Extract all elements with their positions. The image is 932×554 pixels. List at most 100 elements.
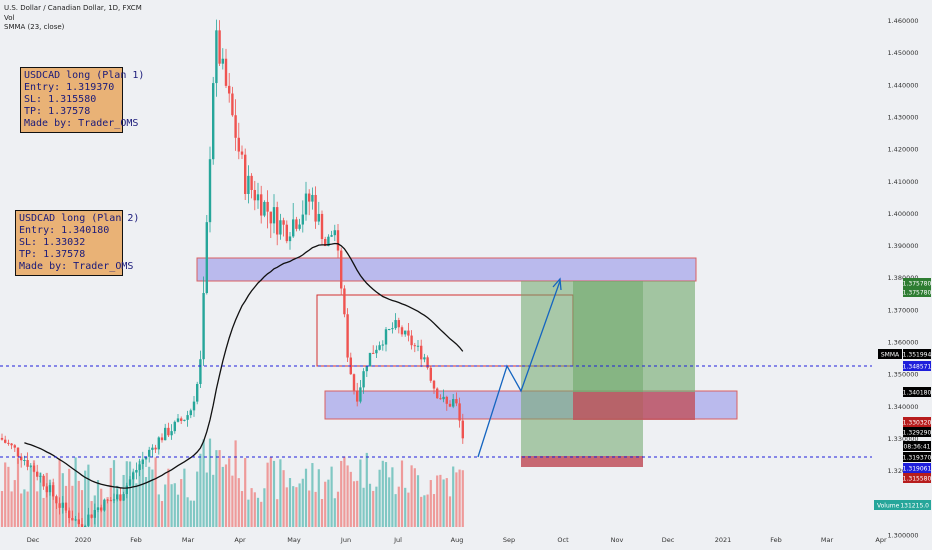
volume-bar xyxy=(106,497,109,527)
volume-bar xyxy=(378,469,381,527)
volume-tag-label: Volume xyxy=(877,503,900,510)
volume-bar xyxy=(263,488,266,527)
volume-bar xyxy=(231,475,234,527)
candle-body xyxy=(272,207,276,224)
price-tag: 1.375780 xyxy=(903,287,932,297)
candle-body xyxy=(359,387,362,402)
volume-bar xyxy=(336,491,340,527)
volume-bar xyxy=(240,491,244,527)
volume-bar xyxy=(455,472,458,527)
plan2-note[interactable]: USDCAD long (Plan 2) Entry: 1.340180 SL:… xyxy=(15,210,139,276)
candle-body xyxy=(244,154,247,194)
volume-bar xyxy=(359,459,362,527)
volume-bar xyxy=(381,460,384,527)
volume-bar xyxy=(400,460,404,527)
price-tick-label: 1.350000 xyxy=(887,371,918,379)
candle-body xyxy=(29,465,32,467)
time-label: Dec xyxy=(27,536,40,544)
time-label: Feb xyxy=(130,536,142,544)
candle-body xyxy=(221,58,224,64)
volume-bar xyxy=(250,488,253,527)
volume-bar xyxy=(196,471,199,527)
volume-bar xyxy=(61,473,64,527)
volume-bar xyxy=(292,486,295,527)
candle-body xyxy=(397,320,400,328)
plan2-loss-area xyxy=(573,392,695,420)
volume-bar xyxy=(368,483,372,527)
plan1-entry: Entry: 1.319370 xyxy=(24,82,115,93)
volume-bar xyxy=(36,491,39,527)
candle-body xyxy=(416,345,420,347)
time-label: Jul xyxy=(393,536,402,544)
candle-body xyxy=(36,471,39,477)
volume-bar xyxy=(288,478,292,527)
price-tick-label: 1.340000 xyxy=(887,403,918,411)
volume-bar xyxy=(205,472,208,527)
candle-body xyxy=(186,415,189,420)
candle-body xyxy=(407,330,410,336)
candle-body xyxy=(285,224,288,242)
candle-body xyxy=(404,330,407,335)
plan1-sl: SL: 1.315580 xyxy=(24,94,97,105)
volume-bar xyxy=(218,450,221,527)
candle-body xyxy=(247,175,250,194)
volume-bar xyxy=(122,474,125,527)
volume-bar xyxy=(272,460,276,527)
volume-bar xyxy=(100,488,103,527)
volume-bar xyxy=(52,482,55,527)
price-tick-label: 1.390000 xyxy=(887,242,918,250)
candle-body xyxy=(199,359,202,384)
price-tag-bg xyxy=(903,387,931,397)
volume-bar xyxy=(93,495,96,527)
volume-bar xyxy=(132,471,135,527)
candle-body xyxy=(260,194,263,216)
volume-bar xyxy=(7,466,10,527)
symbol-title[interactable]: U.S. Dollar / Canadian Dollar, 1D, FXCM xyxy=(4,4,142,12)
candle-body xyxy=(439,398,442,400)
volume-bar xyxy=(413,468,416,527)
volume-bar xyxy=(64,485,68,527)
candle-body xyxy=(458,403,461,421)
price-tag-text: 1.351994 xyxy=(903,352,932,359)
candle-body xyxy=(311,194,314,202)
candle-body xyxy=(256,194,260,201)
candle-body xyxy=(237,137,240,152)
candle-body xyxy=(263,201,266,216)
price-tag-text: 08:36:41 xyxy=(904,444,931,451)
plan2-tp: TP: 1.37578 xyxy=(19,249,86,260)
plan1-note[interactable]: USDCAD long (Plan 1) Entry: 1.319370 SL:… xyxy=(20,67,144,133)
volume-bar xyxy=(311,463,314,527)
indicator-vol[interactable]: Vol xyxy=(4,13,15,22)
indicator-smma[interactable]: SMMA (23, close) xyxy=(4,23,65,31)
candle-body xyxy=(304,193,308,215)
candle-body xyxy=(336,230,340,251)
price-tag-text: 1.319370 xyxy=(903,455,932,462)
candle-body xyxy=(301,214,304,225)
volume-bar xyxy=(141,464,144,527)
volume-bar xyxy=(298,483,301,527)
volume-bar xyxy=(234,440,237,527)
candle-body xyxy=(13,445,16,448)
volume-bar xyxy=(13,480,16,527)
zones-layer xyxy=(196,257,738,467)
volume-bar xyxy=(119,498,122,527)
candle-body xyxy=(375,349,378,354)
volume-bar xyxy=(237,478,240,527)
price-tick-label: 1.330000 xyxy=(887,435,918,443)
volume-bar xyxy=(330,466,333,527)
time-label: Jun xyxy=(340,536,351,544)
candle-body xyxy=(330,235,333,237)
time-label: Apr xyxy=(234,536,246,544)
volume-bar xyxy=(282,470,285,527)
volume-bar xyxy=(247,499,250,527)
resistance-zone xyxy=(196,257,697,282)
candle-body xyxy=(154,447,157,450)
candle-body xyxy=(151,447,154,450)
price-tag-text: 1.375780 xyxy=(903,290,932,297)
volume-bar xyxy=(320,498,324,527)
candle-body xyxy=(378,345,381,350)
price-tag-bg xyxy=(903,441,931,451)
candle-body xyxy=(346,314,349,358)
